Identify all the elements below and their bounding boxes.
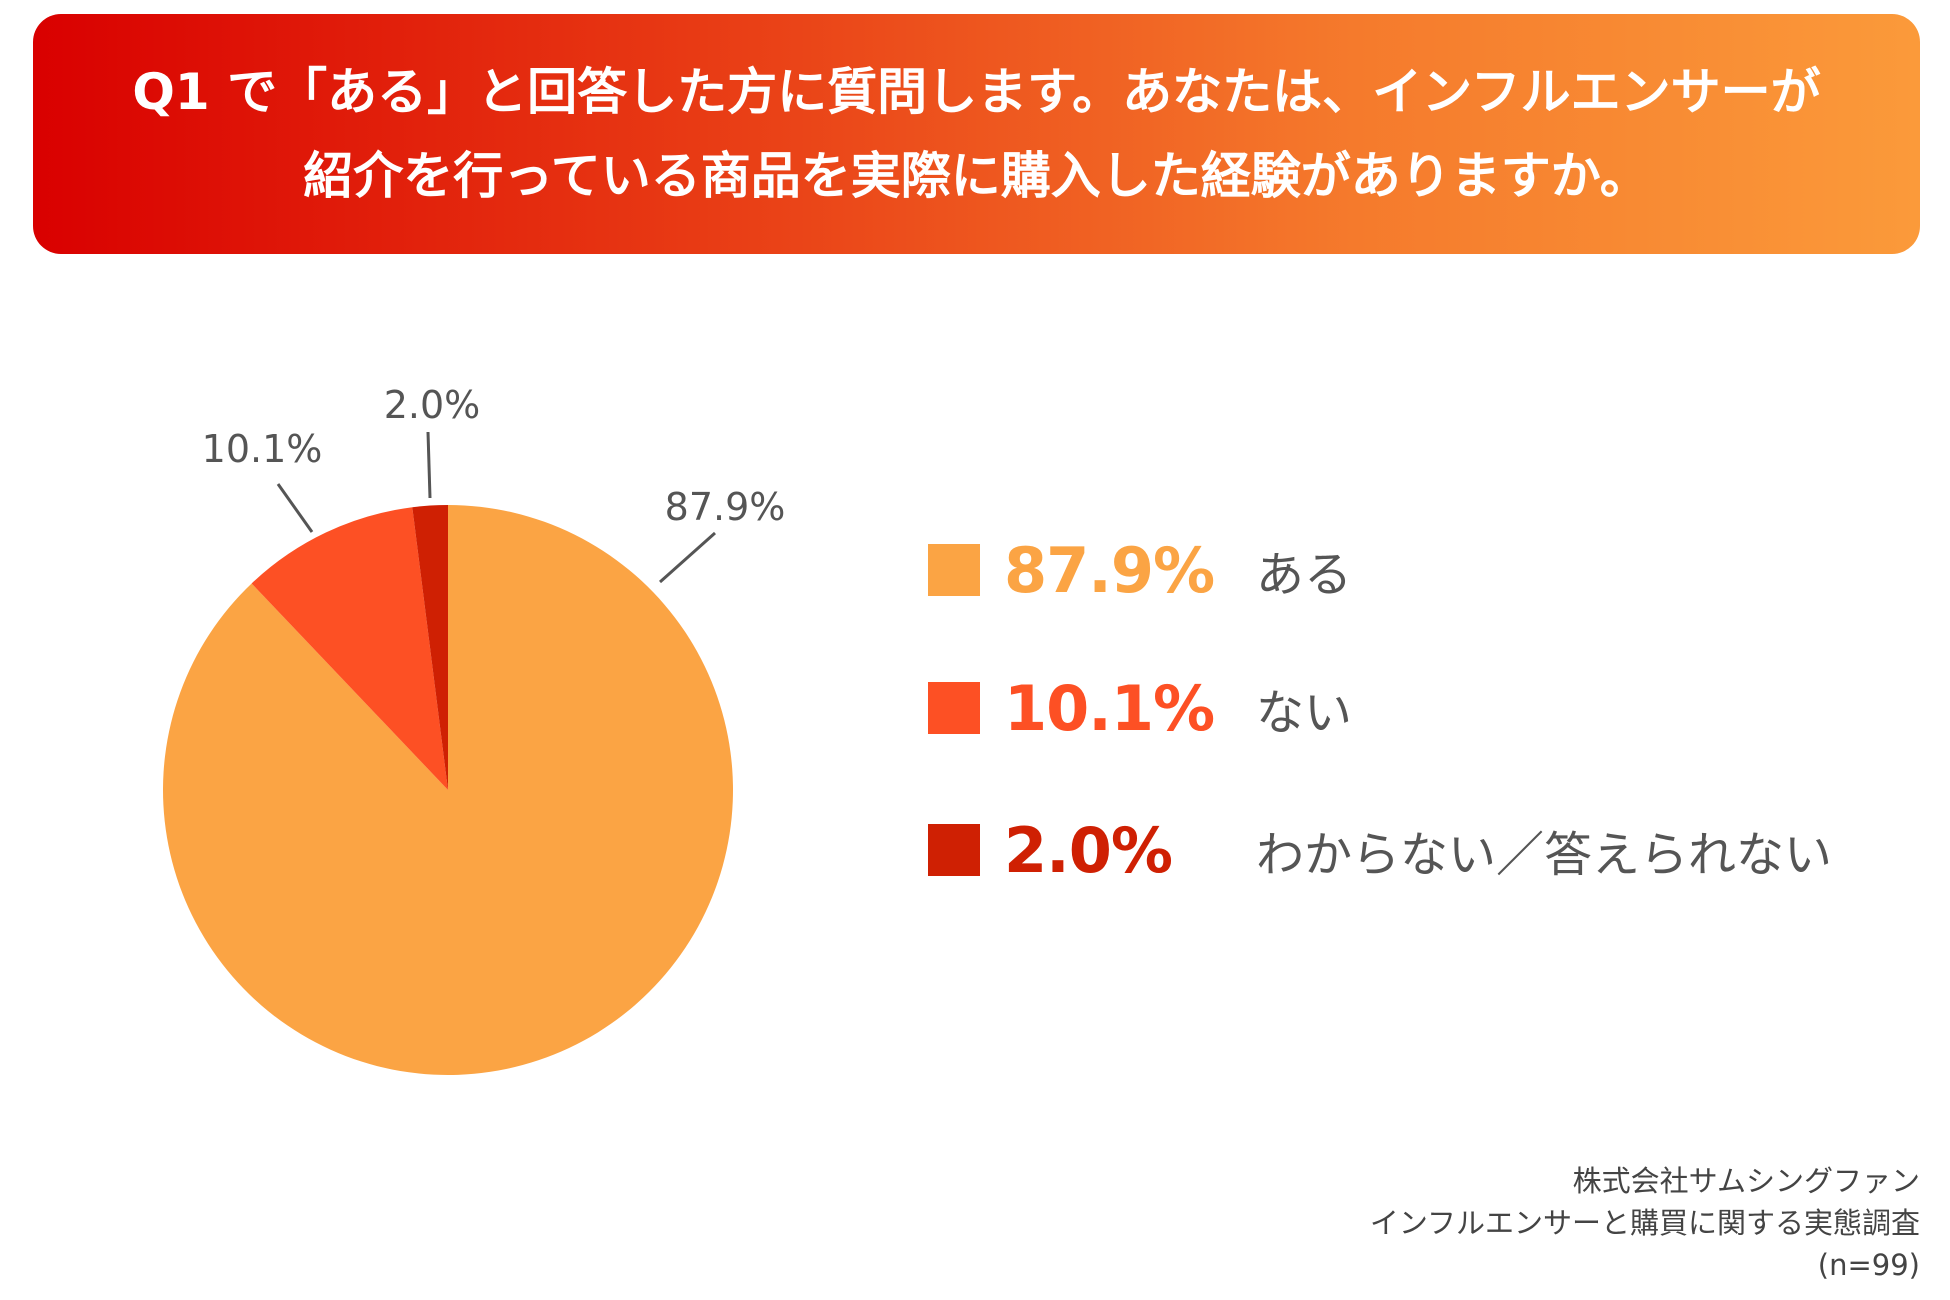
pie-slice-nai xyxy=(251,507,448,790)
pie-data-label: 2.0% xyxy=(384,383,481,427)
legend-item-unknown: 2.0% わからない／答えられない xyxy=(928,810,1832,890)
pie-slice-unknown xyxy=(412,505,448,790)
pie-data-label: 10.1% xyxy=(202,427,323,471)
pie-slice-aru xyxy=(162,505,733,1075)
legend-value: 10.1% xyxy=(1004,671,1215,745)
legend-label: わからない／答えられない xyxy=(1256,827,1833,883)
source-sample-size: (n=99) xyxy=(1817,1248,1920,1282)
legend-label: ある xyxy=(1256,547,1353,603)
question-banner: Q1 で「ある」と回答した方に質問します。あなたは、インフルエンサーが 紹介を行… xyxy=(33,14,1920,254)
source-note: 株式会社サムシングファン インフルエンサーと購買に関する実態調査 (n=99) xyxy=(1370,1160,1920,1286)
legend-label: ない xyxy=(1256,685,1353,741)
data-label-leader-line xyxy=(276,483,314,533)
legend-swatch xyxy=(928,824,980,876)
question-line-2: 紹介を行っている商品を実際に購入した経験がありますか。 xyxy=(303,147,1650,205)
question-line-1: Q1 で「ある」と回答した方に質問します。あなたは、インフルエンサーが xyxy=(132,63,1821,121)
legend-value: 87.9% xyxy=(1004,533,1215,607)
legend-item-nai: 10.1% ない xyxy=(928,668,1352,748)
source-company: 株式会社サムシングファン xyxy=(1572,1164,1920,1198)
legend-swatch xyxy=(928,544,980,596)
data-label-leader-line xyxy=(659,531,716,584)
pie-data-label: 87.9% xyxy=(665,485,786,529)
source-survey: インフルエンサーと購買に関する実態調査 xyxy=(1369,1206,1920,1240)
legend-swatch xyxy=(928,682,980,734)
legend-item-aru: 87.9% ある xyxy=(928,530,1352,610)
data-label-leader-line xyxy=(426,431,432,499)
legend-value: 2.0% xyxy=(1004,813,1173,887)
